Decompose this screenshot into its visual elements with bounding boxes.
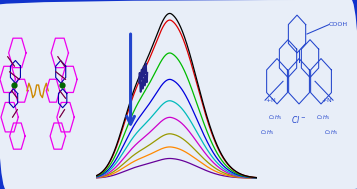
Text: COOH: COOH [329,22,348,27]
Text: $C_2H_5$: $C_2H_5$ [316,113,330,122]
Text: $C_2H_5$: $C_2H_5$ [268,113,282,122]
Text: $\mathdefault{+N}$: $\mathdefault{+N}$ [321,96,333,104]
Text: $\mathdefault{+N}$: $\mathdefault{+N}$ [265,96,277,104]
Text: $C_2H_5$: $C_2H_5$ [324,128,338,137]
Text: $Cl^-$: $Cl^-$ [291,114,307,125]
Text: $C_2H_5$: $C_2H_5$ [260,128,274,137]
